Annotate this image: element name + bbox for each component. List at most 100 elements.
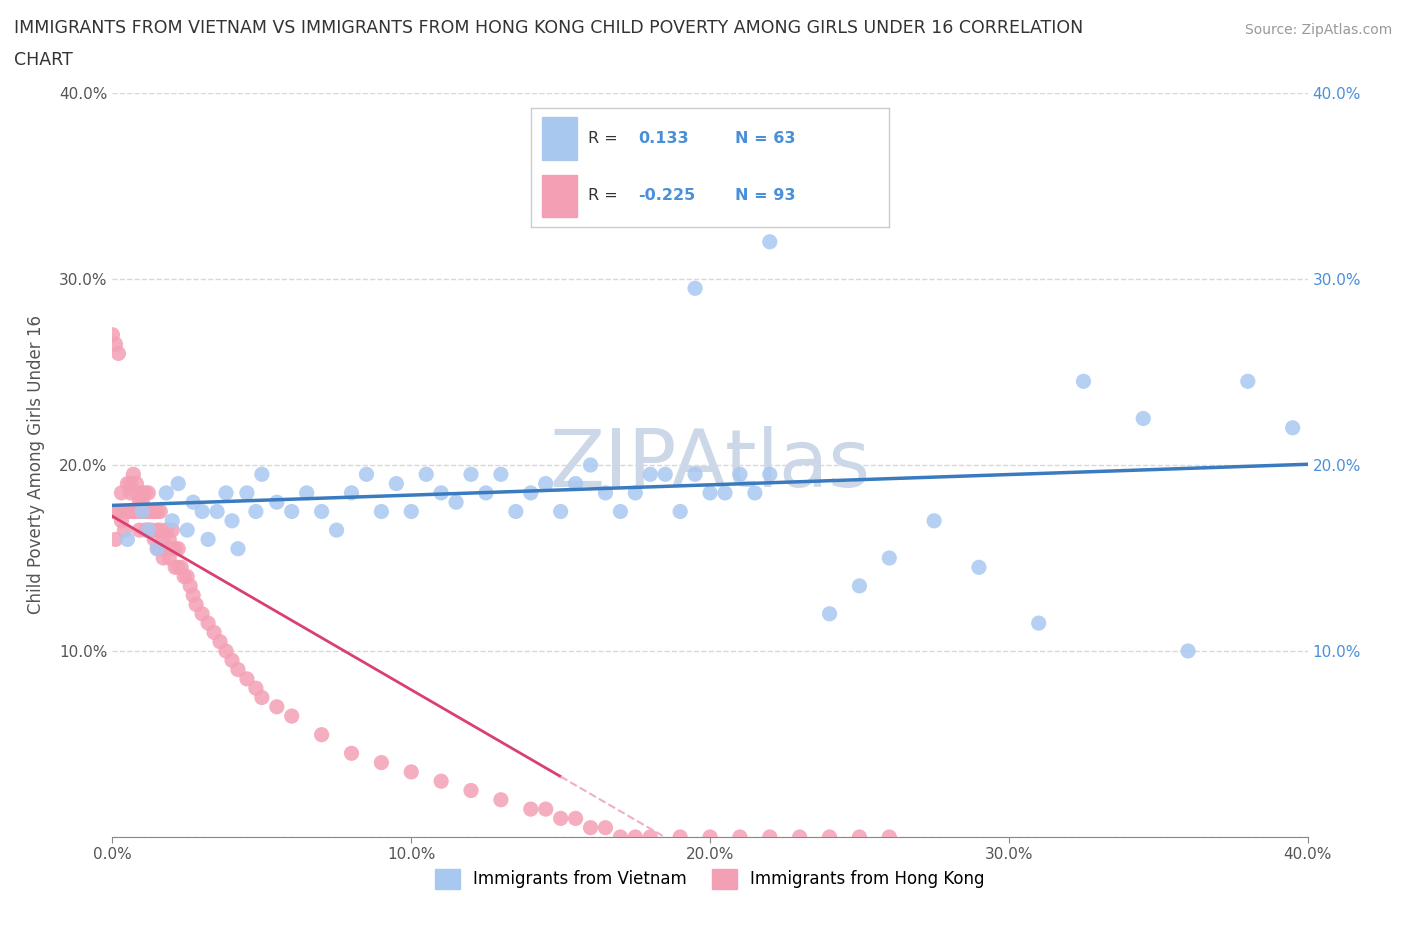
Point (699, 485, 721, 500)
Point (550, 504, 572, 519)
Point (128, 504, 150, 519)
Point (165, 541, 187, 556)
Y-axis label: Child Poverty Among Girls Under 16: Child Poverty Among Girls Under 16 (27, 315, 45, 615)
Point (117, 532, 139, 547)
Point (191, 606, 214, 621)
Point (138, 485, 160, 500)
Point (157, 551, 180, 565)
Point (157, 532, 180, 547)
Point (131, 495, 153, 510)
Point (134, 485, 156, 500)
Point (520, 485, 543, 500)
Point (1237, 374, 1260, 389)
Point (162, 523, 183, 538)
Point (131, 504, 153, 519)
Point (250, 467, 273, 482)
Point (640, 830, 662, 844)
Point (728, 467, 751, 482)
Point (104, 337, 127, 352)
Point (138, 523, 160, 538)
Point (167, 476, 190, 491)
Point (155, 541, 177, 556)
Point (818, 830, 841, 844)
Text: CHART: CHART (14, 51, 73, 69)
Point (149, 523, 172, 538)
Point (1028, 616, 1050, 631)
Point (149, 504, 172, 519)
Point (475, 485, 498, 500)
Point (205, 504, 228, 519)
Point (683, 281, 706, 296)
Point (131, 504, 153, 519)
Point (385, 476, 408, 491)
Text: IMMIGRANTS FROM VIETNAM VS IMMIGRANTS FROM HONG KONG CHILD POVERTY AMONG GIRLS U: IMMIGRANTS FROM VIETNAM VS IMMIGRANTS FR… (14, 19, 1083, 36)
Point (848, 578, 870, 593)
Point (114, 523, 135, 538)
Point (128, 495, 150, 510)
Point (107, 346, 129, 361)
Point (534, 802, 557, 817)
Point (155, 523, 177, 538)
Point (101, 327, 124, 342)
Point (173, 569, 195, 584)
Point (122, 504, 145, 519)
Point (340, 746, 363, 761)
Point (125, 476, 148, 491)
Point (146, 523, 169, 538)
Point (356, 467, 378, 482)
Point (669, 830, 692, 844)
Point (141, 504, 163, 519)
Point (110, 513, 132, 528)
Point (295, 485, 318, 500)
Point (134, 523, 156, 538)
Point (181, 495, 204, 510)
Point (104, 532, 127, 547)
Point (759, 234, 782, 249)
Point (179, 578, 201, 593)
Point (281, 504, 304, 519)
Point (141, 523, 163, 538)
Point (245, 681, 267, 696)
Point (170, 560, 193, 575)
Point (534, 476, 557, 491)
Point (1132, 411, 1154, 426)
Point (152, 551, 174, 565)
Point (564, 141, 586, 156)
Point (209, 634, 232, 649)
Point (131, 485, 153, 500)
Point (226, 662, 249, 677)
Point (879, 830, 901, 844)
Point (191, 504, 214, 519)
Point (759, 467, 782, 482)
Point (669, 504, 692, 519)
Point (128, 523, 150, 538)
Point (564, 476, 586, 491)
Point (120, 485, 142, 500)
Point (520, 802, 543, 817)
Point (138, 504, 160, 519)
Point (579, 458, 602, 472)
Point (430, 485, 453, 500)
Point (728, 830, 751, 844)
Point (152, 532, 174, 547)
Point (181, 588, 204, 603)
Point (202, 625, 225, 640)
Legend: Immigrants from Vietnam, Immigrants from Hong Kong: Immigrants from Vietnam, Immigrants from… (429, 862, 991, 896)
Point (789, 830, 811, 844)
Point (281, 709, 304, 724)
Point (167, 541, 190, 556)
Text: ZIPAtlas: ZIPAtlas (550, 426, 870, 504)
Point (460, 467, 482, 482)
Point (595, 485, 617, 500)
Point (609, 504, 631, 519)
Point (236, 485, 259, 500)
Point (640, 467, 662, 482)
Point (444, 495, 467, 510)
Text: Source: ZipAtlas.com: Source: ZipAtlas.com (1244, 23, 1392, 37)
Point (489, 467, 512, 482)
Point (967, 560, 990, 575)
Point (122, 467, 145, 482)
Point (311, 504, 333, 519)
Point (415, 467, 437, 482)
Point (215, 485, 238, 500)
